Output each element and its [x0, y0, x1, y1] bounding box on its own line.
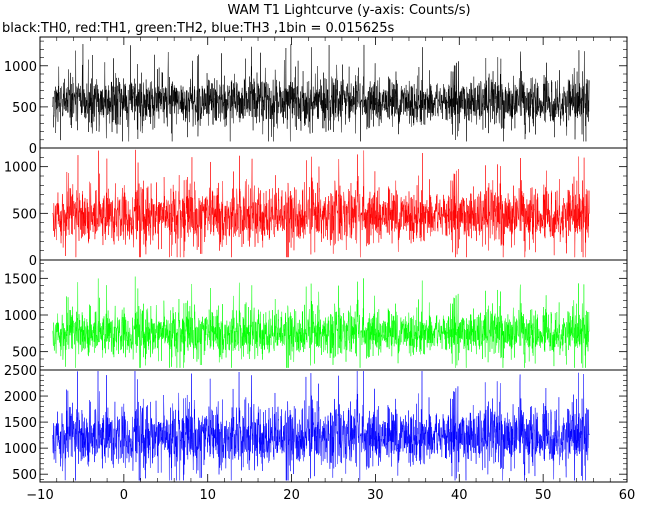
y-tick-label: 1000 [4, 309, 37, 324]
series-line-th2 [52, 276, 590, 368]
chart-subtitle: black:TH0, red:TH1, green:TH2, blue:TH3 … [2, 21, 395, 36]
x-tick-label: 10 [199, 488, 216, 503]
y-tick-label: 0 [29, 254, 37, 269]
series-line-th0 [52, 44, 590, 142]
y-tick-label: 500 [12, 207, 37, 222]
y-tick-label: 1000 [4, 161, 37, 176]
panel-th2: 500 1000 1500 [4, 259, 628, 371]
series-line-th3 [52, 371, 590, 481]
chart-title: WAM T1 Lightcurve (y-axis: Counts/s) [227, 3, 470, 18]
series-line-th1 [52, 149, 590, 258]
panel-frame [39, 259, 628, 371]
x-tick-label: 20 [283, 488, 300, 503]
y-tick-label: 500 [12, 468, 37, 483]
y-tick-label: 1500 [4, 416, 37, 431]
plot-area: 0500100005001000500100015005001000150020… [4, 36, 636, 503]
panel-th0: 0 500 1000 [4, 36, 628, 157]
y-tick-label: 1000 [4, 60, 37, 75]
y-tick-label: 1500 [4, 272, 37, 287]
y-tick-label: 500 [12, 346, 37, 361]
x-tick-label: 50 [535, 488, 552, 503]
y-tick-label: 0 [29, 142, 37, 157]
x-tick-label: 30 [367, 488, 384, 503]
panel-frame [39, 369, 628, 483]
panel-th3: 500 1000 1500 2000 2500 [4, 364, 628, 483]
x-tick-label: −10 [26, 488, 53, 503]
y-tick-label: 2500 [4, 364, 37, 379]
panel-th1: 0 500 1000 [4, 147, 628, 269]
x-tick-label: 40 [451, 488, 468, 503]
y-tick-label: 2000 [4, 390, 37, 405]
x-tick-label: 60 [619, 488, 636, 503]
y-tick-label: 1000 [4, 442, 37, 457]
y-tick-label: 500 [12, 101, 37, 116]
x-tick-label: 0 [120, 488, 128, 503]
